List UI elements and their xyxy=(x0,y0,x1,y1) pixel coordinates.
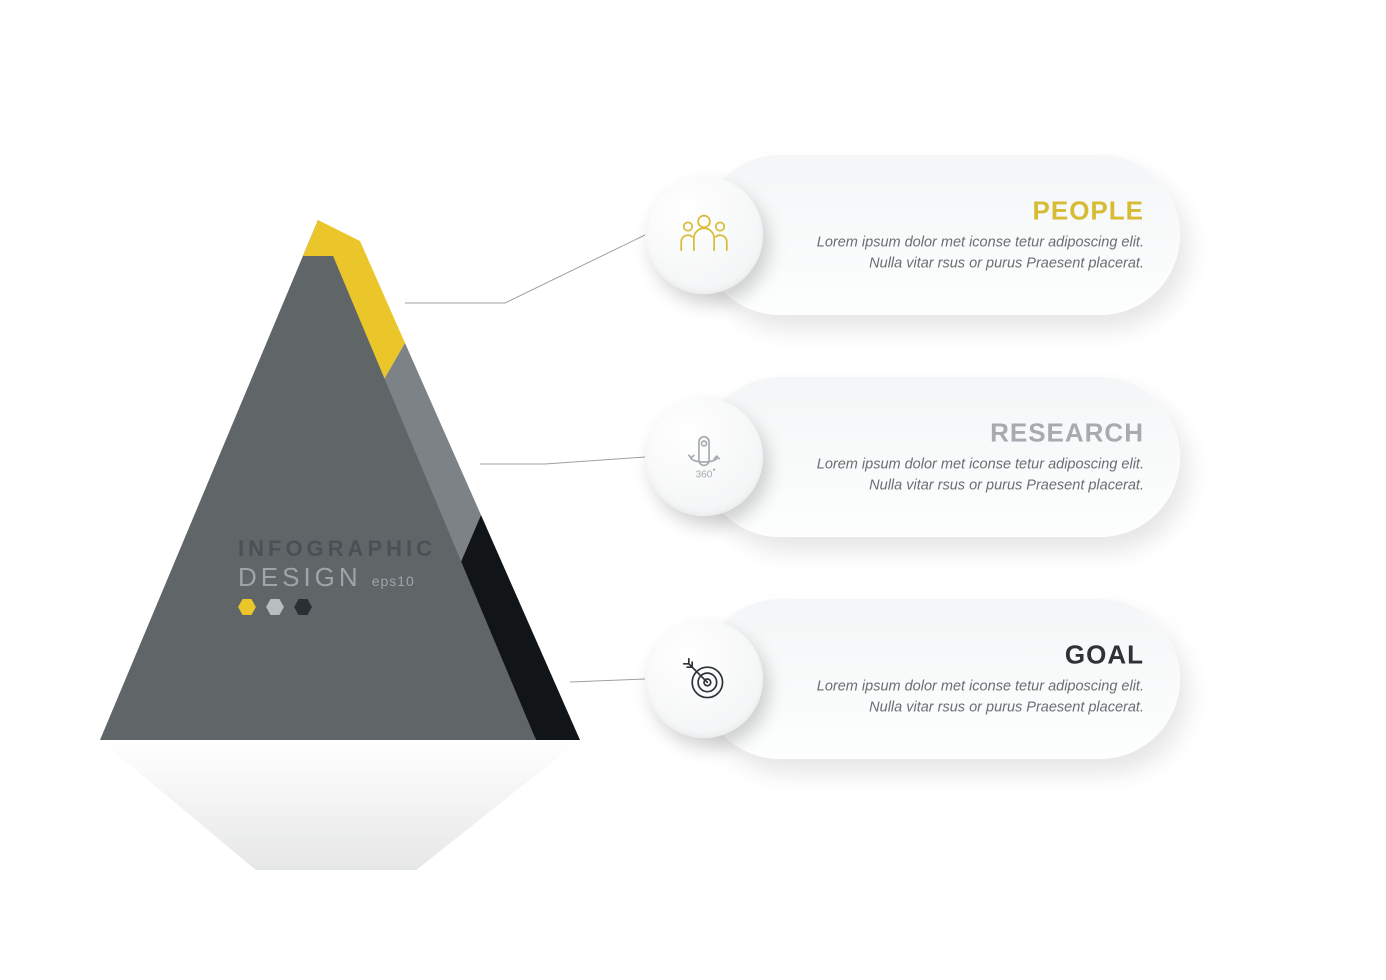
svg-text:360: 360 xyxy=(696,469,713,480)
target-icon xyxy=(677,652,731,706)
pyramid-label-line1: INFOGRAPHIC xyxy=(238,536,448,562)
card-goal: GOAL Lorem ipsum dolor met iconse tetur … xyxy=(700,599,1180,759)
card-title: GOAL xyxy=(800,639,1144,670)
pyramid-label-dots xyxy=(238,599,448,615)
card-title: PEOPLE xyxy=(800,195,1144,226)
hex-dot-icon xyxy=(266,599,284,615)
infographic-stage: INFOGRAPHIC DESIGN eps10 xyxy=(0,0,1386,980)
card-people: PEOPLE Lorem ipsum dolor met iconse tetu… xyxy=(700,155,1180,315)
card-description: Lorem ipsum dolor met iconse tetur adipo… xyxy=(800,676,1144,718)
info-cards: PEOPLE Lorem ipsum dolor met iconse tetu… xyxy=(700,155,1180,821)
card-description: Lorem ipsum dolor met iconse tetur adipo… xyxy=(800,232,1144,274)
card-research: 360 RESEARCH Lorem ipsum dolor met icons… xyxy=(700,377,1180,537)
card-icon-circle: 360 xyxy=(645,398,763,516)
research-360-icon: 360 xyxy=(677,430,731,484)
card-title: RESEARCH xyxy=(800,417,1144,448)
pyramid-graphic xyxy=(100,220,600,740)
hex-dot-icon xyxy=(238,599,256,615)
card-description: Lorem ipsum dolor met iconse tetur adipo… xyxy=(800,454,1144,496)
pyramid-reflection xyxy=(100,740,580,870)
pyramid-label-sub: eps10 xyxy=(372,573,415,589)
pyramid-label-line2: DESIGN xyxy=(238,562,362,593)
people-icon xyxy=(677,208,731,262)
card-icon-circle xyxy=(645,176,763,294)
pyramid-label: INFOGRAPHIC DESIGN eps10 xyxy=(238,536,448,615)
pyramid-front-face xyxy=(100,220,536,740)
card-icon-circle xyxy=(645,620,763,738)
hex-dot-icon xyxy=(294,599,312,615)
